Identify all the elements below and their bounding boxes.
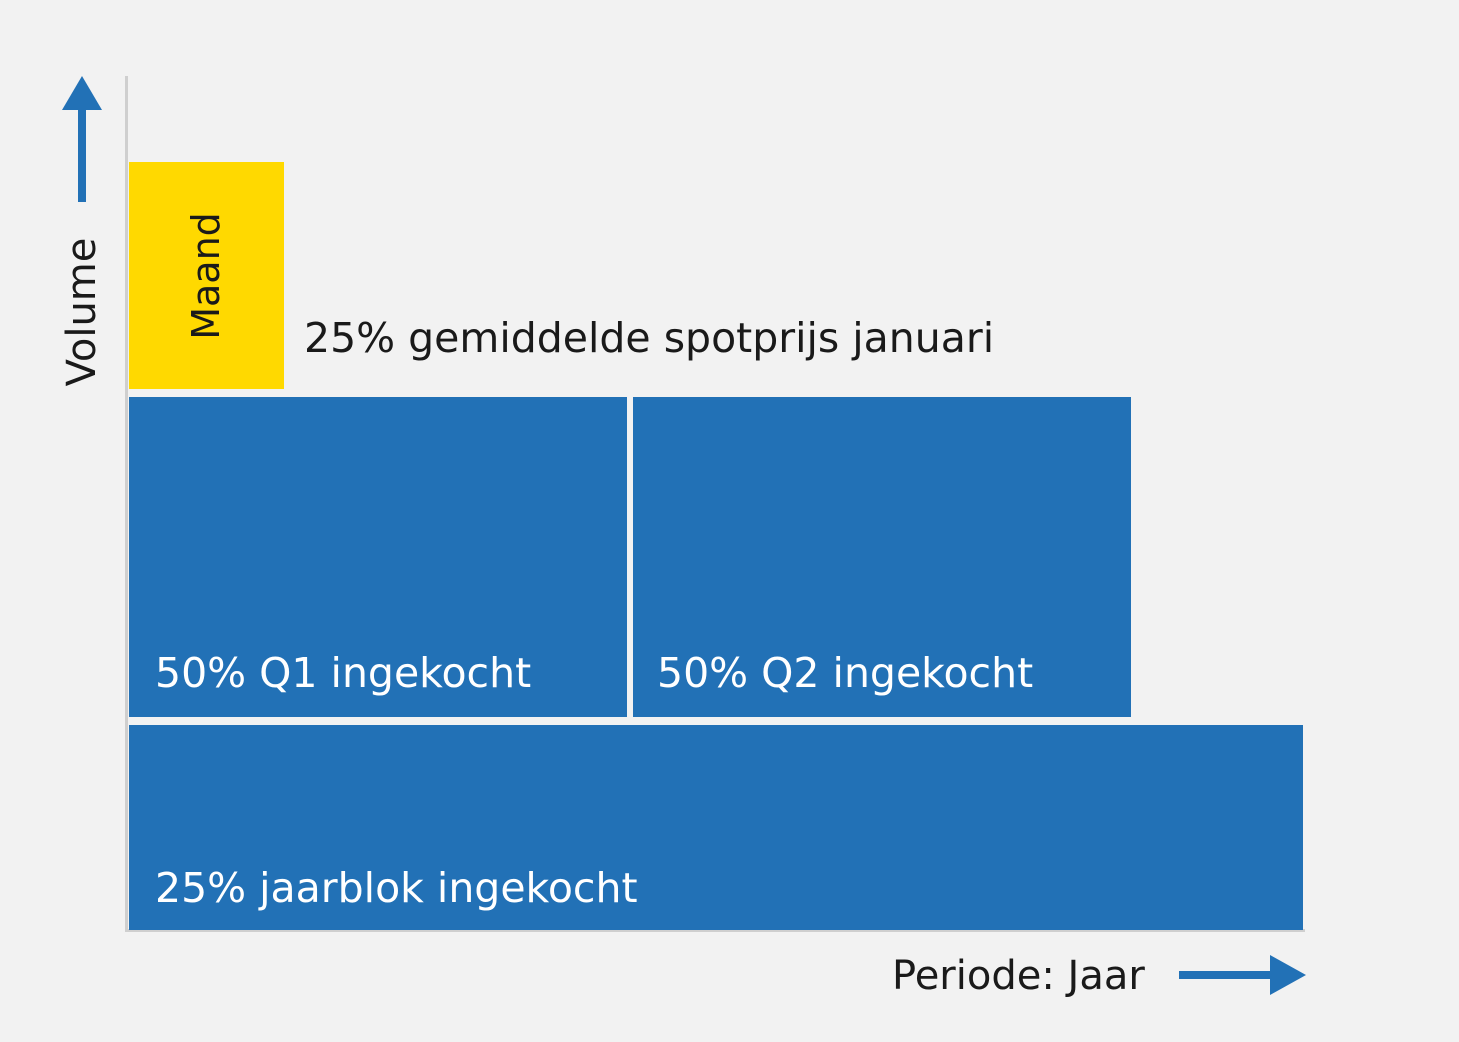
x-axis-line [125,929,1305,932]
y-axis-label: Volume [59,237,105,387]
spot-price-note: 25% gemiddelde spotprijs januari [304,314,995,362]
q1-block: 50% Q1 ingekocht [129,397,627,717]
x-axis-label: Periode: Jaar [892,953,1145,999]
q2-block-label: 50% Q2 ingekocht [657,649,1034,697]
month-block: Maand [129,162,284,389]
arrow-up-icon [62,76,102,202]
q2-block: 50% Q2 ingekocht [633,397,1131,717]
year-block-label: 25% jaarblok ingekocht [155,864,638,912]
y-axis-line [125,76,128,932]
q1-block-label: 50% Q1 ingekocht [155,649,532,697]
year-block: 25% jaarblok ingekocht [129,725,1303,930]
month-block-label: Maand [184,212,228,340]
arrow-right-icon [1179,955,1306,995]
